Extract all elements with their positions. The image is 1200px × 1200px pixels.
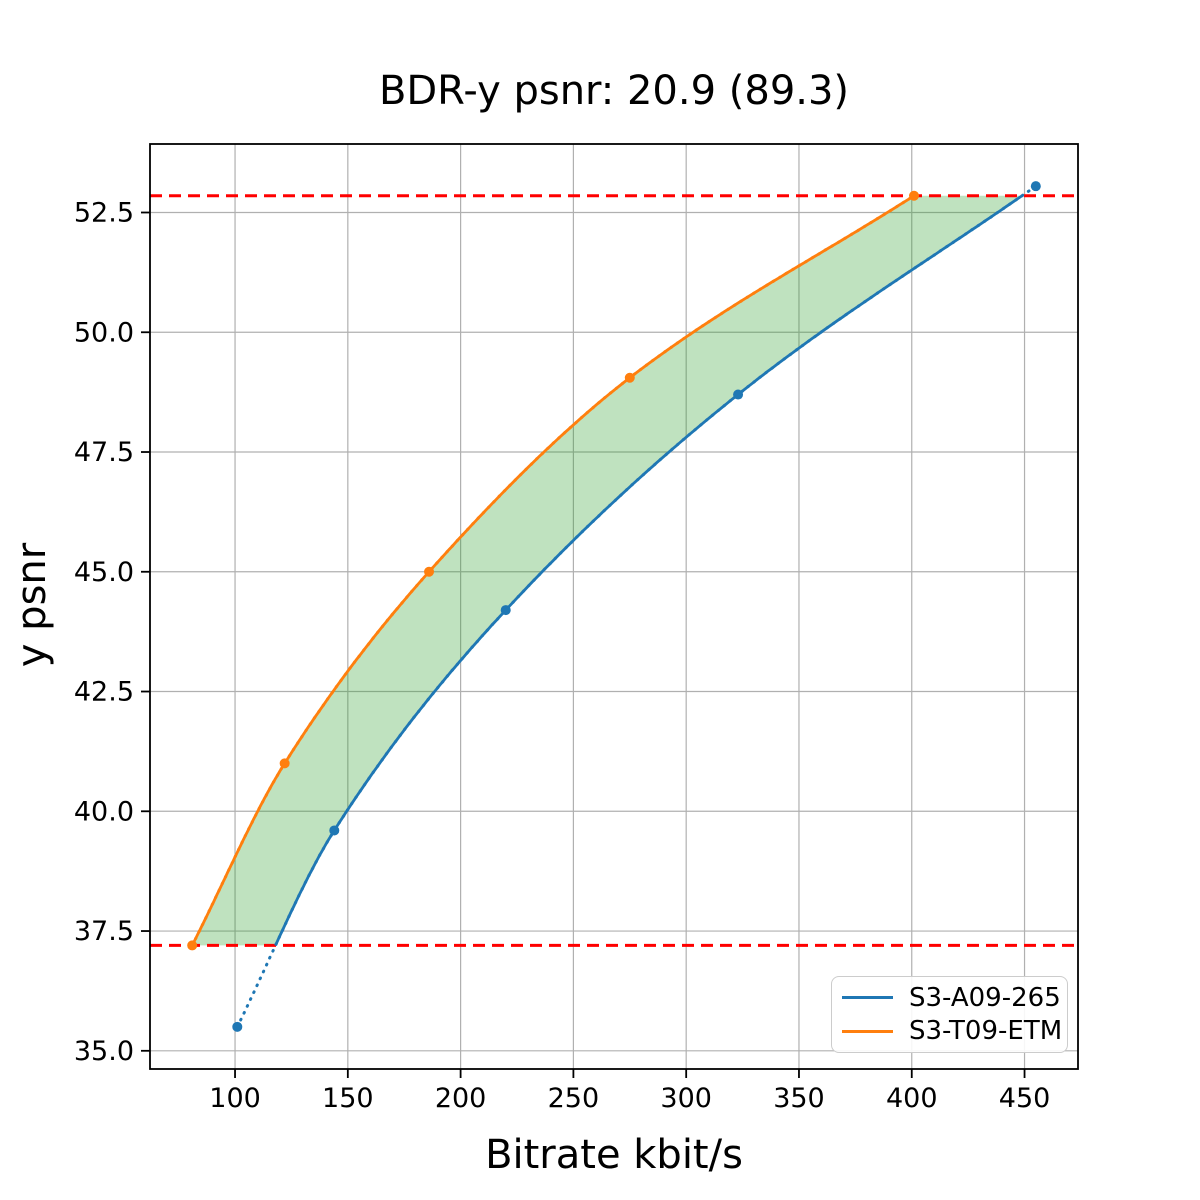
y-tick-label: 42.5 bbox=[74, 677, 134, 708]
x-tick-label: 200 bbox=[435, 1083, 487, 1114]
series-S3-T09-ETM-data-point bbox=[909, 190, 920, 201]
axes-spine bbox=[149, 143, 1079, 1070]
bd-rate-shaded-band bbox=[192, 195, 1022, 946]
legend-box: S3-A09-265 S3-T09-ETM bbox=[831, 976, 1068, 1053]
chart-title: BDR-y psnr: 20.9 (89.3) bbox=[378, 68, 850, 114]
x-tick-label: 400 bbox=[886, 1083, 938, 1114]
legend-line-sample-orange bbox=[842, 1029, 893, 1033]
legend-item-1: S3-T09-ETM bbox=[842, 1018, 1067, 1044]
series-S3-A09-265-dotted-curve bbox=[235, 184, 1038, 1029]
x-tick-label: 100 bbox=[209, 1083, 261, 1114]
y-tick-label: 40.0 bbox=[74, 796, 134, 827]
legend-item-0: S3-A09-265 bbox=[842, 985, 1067, 1011]
series-S3-T09-ETM-data-point bbox=[424, 566, 435, 577]
series-S3-A09-265-curve bbox=[274, 194, 1023, 946]
series-S3-A09-265-data-point bbox=[733, 389, 744, 400]
y-tick-label: 52.5 bbox=[74, 198, 134, 229]
y-tick-label: 35.0 bbox=[74, 1036, 134, 1067]
x-tick-label: 250 bbox=[548, 1083, 600, 1114]
x-axis-label: Bitrate kbit/s bbox=[485, 1132, 743, 1178]
x-tick-label: 350 bbox=[773, 1083, 825, 1114]
series-S3-T09-ETM-data-point bbox=[187, 940, 198, 951]
x-tick-label: 150 bbox=[322, 1083, 374, 1114]
y-tick-label: 37.5 bbox=[74, 916, 134, 947]
series-S3-T09-ETM-data-point bbox=[624, 372, 635, 383]
y-tick-label: 50.0 bbox=[74, 317, 134, 348]
legend-label-1: S3-T09-ETM bbox=[909, 1016, 1063, 1047]
series-S3-A09-265-data-point bbox=[500, 605, 511, 616]
series-S3-A09-265-data-point bbox=[329, 825, 340, 836]
y-axis-label: y psnr bbox=[9, 542, 55, 668]
legend-line-sample-blue bbox=[842, 996, 893, 1000]
legend-label-0: S3-A09-265 bbox=[909, 982, 1061, 1013]
y-tick-label: 45.0 bbox=[74, 557, 134, 588]
x-tick-label: 450 bbox=[999, 1083, 1051, 1114]
series-S3-A09-265-data-point bbox=[1030, 181, 1041, 192]
series-S3-T09-ETM-data-point bbox=[279, 758, 290, 769]
y-tick-label: 47.5 bbox=[74, 437, 134, 468]
x-tick-label: 300 bbox=[660, 1083, 712, 1114]
series-S3-A09-265-data-point bbox=[232, 1021, 243, 1032]
